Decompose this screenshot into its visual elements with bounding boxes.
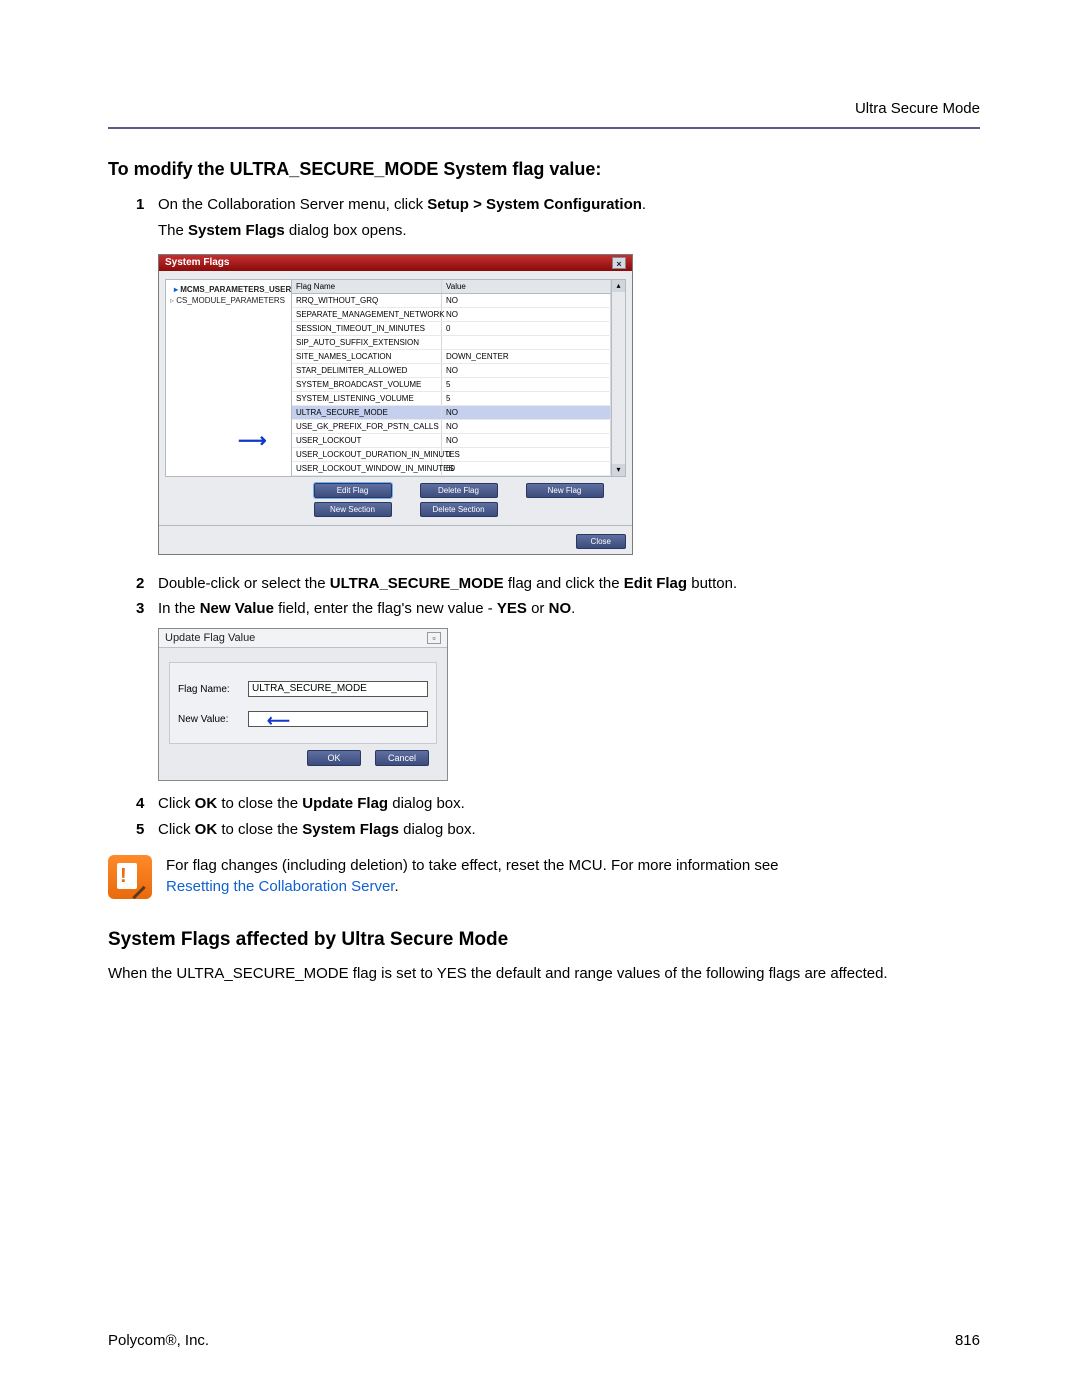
close-icon[interactable]: ▫ — [427, 632, 441, 644]
scroll-down-icon[interactable]: ▾ — [612, 464, 625, 476]
step-1-c: . — [642, 196, 646, 213]
update-flag-title: Update Flag Value — [165, 632, 255, 644]
step-4-text: Click OK to close the Update Flag dialog… — [158, 793, 465, 815]
note-icon — [108, 855, 152, 899]
table-row[interactable]: SIP_AUTO_SUFFIX_EXTENSION — [292, 336, 611, 350]
scrollbar[interactable]: ▴ ▾ — [611, 280, 625, 476]
table-row[interactable]: ULTRA_SECURE_MODENO — [292, 406, 611, 420]
th-value[interactable]: Value — [442, 280, 611, 293]
s1sub-c: dialog box opens. — [285, 222, 407, 239]
tree-item-mcms[interactable]: ▸ MCMS_PARAMETERS_USER — [168, 284, 289, 295]
new-value-label: New Value: — [178, 714, 248, 725]
step-1-num: 1 — [136, 194, 158, 216]
system-flags-titlebar: System Flags × — [159, 255, 632, 271]
heading-affected: System Flags affected by Ultra Secure Mo… — [108, 929, 980, 951]
header-section: Ultra Secure Mode — [108, 100, 980, 117]
close-button[interactable]: Close — [576, 534, 626, 549]
tree-item-cs[interactable]: ▹ CS_MODULE_PARAMETERS — [168, 295, 289, 306]
th-flag-name[interactable]: Flag Name — [292, 280, 442, 293]
header-rule — [108, 127, 980, 129]
flag-name-label: Flag Name: — [178, 684, 248, 695]
table-row[interactable]: RRQ_WITHOUT_GRQNO — [292, 294, 611, 308]
table-row[interactable]: SITE_NAMES_LOCATIONDOWN_CENTER — [292, 350, 611, 364]
step-3-text: In the New Value field, enter the flag's… — [158, 598, 575, 620]
affected-body: When the ULTRA_SECURE_MODE flag is set t… — [108, 963, 980, 985]
new-value-field[interactable]: ⟵ — [248, 711, 428, 727]
step-5-num: 5 — [136, 819, 158, 841]
footer-page: 816 — [955, 1332, 980, 1349]
flags-table: Flag Name Value RRQ_WITHOUT_GRQNOSEPARAT… — [292, 280, 611, 476]
note-text: For flag changes (including deletion) to… — [166, 855, 779, 899]
step-1-sub: The System Flags dialog box opens. — [158, 220, 980, 242]
step-4-num: 4 — [136, 793, 158, 815]
step-1-a: On the Collaboration Server menu, click — [158, 196, 427, 213]
scroll-up-icon[interactable]: ▴ — [612, 280, 625, 292]
ok-button[interactable]: OK — [307, 750, 361, 766]
step-5-text: Click OK to close the System Flags dialo… — [158, 819, 476, 841]
note-block: For flag changes (including deletion) to… — [108, 855, 980, 899]
table-row[interactable]: USER_LOCKOUT_DURATION_IN_MINUTES0 — [292, 448, 611, 462]
update-flag-dialog: Update Flag Value ▫ Flag Name: ULTRA_SEC… — [158, 628, 448, 781]
update-flag-titlebar: Update Flag Value ▫ — [159, 629, 447, 648]
heading-modify: To modify the ULTRA_SECURE_MODE System f… — [108, 159, 980, 180]
flag-name-field[interactable]: ULTRA_SECURE_MODE — [248, 681, 428, 697]
table-row[interactable]: SYSTEM_BROADCAST_VOLUME5 — [292, 378, 611, 392]
cancel-button[interactable]: Cancel — [375, 750, 429, 766]
new-flag-button[interactable]: New Flag — [526, 483, 604, 498]
step-3-num: 3 — [136, 598, 158, 620]
reset-link[interactable]: Resetting the Collaboration Server — [166, 878, 394, 895]
table-row[interactable]: USER_LOCKOUTNO — [292, 434, 611, 448]
footer-company: Polycom®, Inc. — [108, 1332, 209, 1349]
step-1-text: On the Collaboration Server menu, click … — [158, 194, 646, 216]
table-row[interactable]: USER_LOCKOUT_WINDOW_IN_MINUTES60 — [292, 462, 611, 476]
table-row[interactable]: SESSION_TIMEOUT_IN_MINUTES0 — [292, 322, 611, 336]
delete-flag-button[interactable]: Delete Flag — [420, 483, 498, 498]
table-row[interactable]: SYSTEM_LISTENING_VOLUME5 — [292, 392, 611, 406]
table-row[interactable]: USE_GK_PREFIX_FOR_PSTN_CALLSNO — [292, 420, 611, 434]
new-section-button[interactable]: New Section — [314, 502, 392, 517]
system-flags-dialog: System Flags × ▸ MCMS_PARAMETERS_USER ▹ … — [158, 254, 633, 555]
delete-section-button[interactable]: Delete Section — [420, 502, 498, 517]
edit-flag-button[interactable]: Edit Flag — [314, 483, 392, 498]
flags-tree[interactable]: ▸ MCMS_PARAMETERS_USER ▹ CS_MODULE_PARAM… — [166, 280, 292, 476]
s1sub-a: The — [158, 222, 188, 239]
table-row[interactable]: STAR_DELIMITER_ALLOWEDNO — [292, 364, 611, 378]
close-icon[interactable]: × — [612, 257, 626, 269]
arrow-indicator-icon: ⟵ — [267, 711, 290, 731]
table-row[interactable]: SEPARATE_MANAGEMENT_NETWORKNO — [292, 308, 611, 322]
step-2-num: 2 — [136, 573, 158, 595]
step-2-text: Double-click or select the ULTRA_SECURE_… — [158, 573, 737, 595]
system-flags-title: System Flags — [165, 257, 229, 268]
step-1-b: Setup > System Configuration — [427, 196, 642, 213]
s1sub-b: System Flags — [188, 222, 285, 239]
